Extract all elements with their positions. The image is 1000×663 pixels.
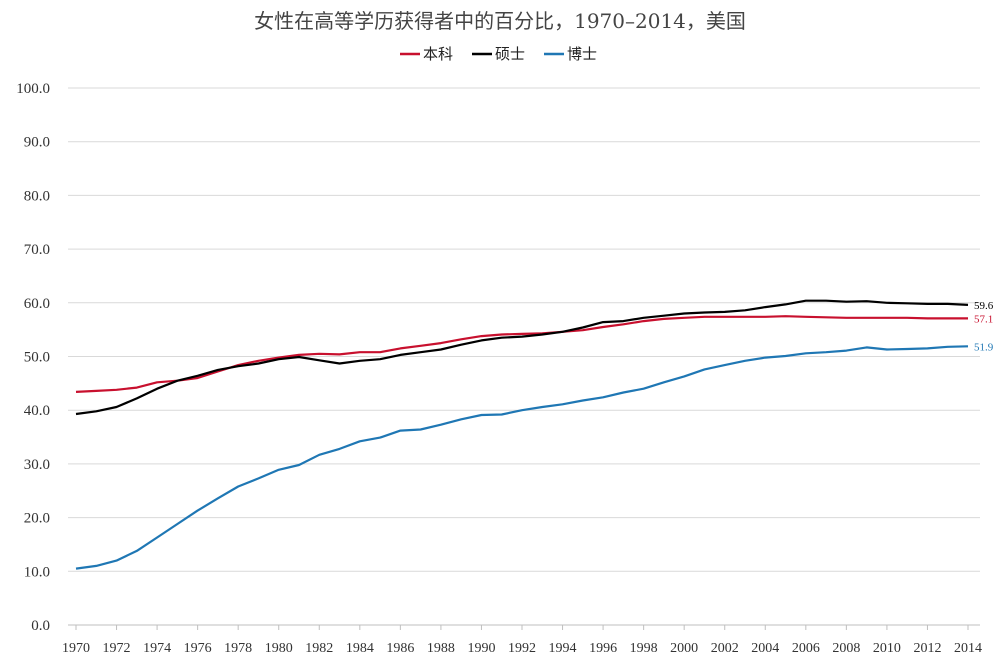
x-tick-label: 1980	[265, 641, 293, 656]
x-tick-label: 1970	[62, 641, 90, 656]
x-tick-label: 2010	[873, 641, 901, 656]
end-label-博士: 51.9	[974, 341, 994, 353]
x-tick-label: 1978	[224, 641, 252, 656]
x-tick-label: 1998	[630, 641, 658, 656]
y-tick-label: 10.0	[24, 564, 50, 580]
x-tick-label: 2000	[670, 641, 698, 656]
y-axis: 0.0 10.0 20.0 30.0 40.0 50.0 60.0 70.0 80.0 90.0 1…	[16, 81, 50, 634]
x-tick-label: 1982	[305, 641, 333, 656]
y-tick-label: 20.0	[24, 511, 50, 527]
end-label-本科: 57.1	[974, 313, 993, 325]
x-tick-label: 2004	[751, 641, 779, 656]
y-tick-label: 70.0	[24, 242, 50, 258]
x-tick-label: 1976	[184, 641, 212, 656]
chart-title: 女性在高等学历获得者中的百分比，1970–2014，美国	[254, 9, 746, 33]
x-tick-label: 2012	[913, 641, 941, 656]
y-tick-label: 80.0	[24, 188, 50, 204]
end-label-硕士: 59.6	[974, 300, 994, 312]
legend: 本科 硕士 博士	[400, 45, 597, 63]
x-tick-label: 2014	[954, 641, 982, 656]
x-axis: 1970 1972 1974 1976 1978 1980 1982 1984 1986 1988…	[62, 624, 982, 656]
x-tick-label: 2006	[792, 641, 820, 656]
end-labels: 57.159.6 51.9	[974, 300, 994, 353]
x-tick-label: 1992	[508, 641, 536, 656]
x-tick-label: 1990	[467, 641, 495, 656]
x-tick-label: 1996	[589, 641, 617, 656]
x-tick-label: 1988	[427, 641, 455, 656]
x-tick-label: 2002	[711, 641, 739, 656]
x-tick-label: 1984	[346, 641, 374, 656]
x-tick-label: 2008	[832, 641, 860, 656]
series-line-本科	[75, 315, 968, 393]
y-tick-label: 0.0	[31, 618, 50, 634]
series-line-硕士	[75, 299, 969, 416]
legend-label: 本科	[423, 45, 453, 63]
series-lines	[75, 299, 969, 570]
y-tick-label: 100.0	[16, 81, 50, 97]
y-tick-label: 40.0	[24, 403, 50, 419]
y-tick-label: 90.0	[24, 135, 50, 151]
legend-label: 博士	[567, 45, 597, 63]
legend-label: 硕士	[495, 45, 525, 63]
x-tick-label: 1994	[549, 641, 577, 656]
gridlines	[68, 87, 980, 572]
y-tick-label: 50.0	[24, 350, 50, 366]
series-line-博士	[75, 345, 969, 570]
y-tick-label: 30.0	[24, 457, 50, 473]
x-tick-label: 1972	[103, 641, 131, 656]
y-tick-label: 60.0	[24, 296, 50, 312]
x-tick-label: 1974	[143, 641, 171, 656]
x-tick-label: 1986	[386, 641, 414, 656]
